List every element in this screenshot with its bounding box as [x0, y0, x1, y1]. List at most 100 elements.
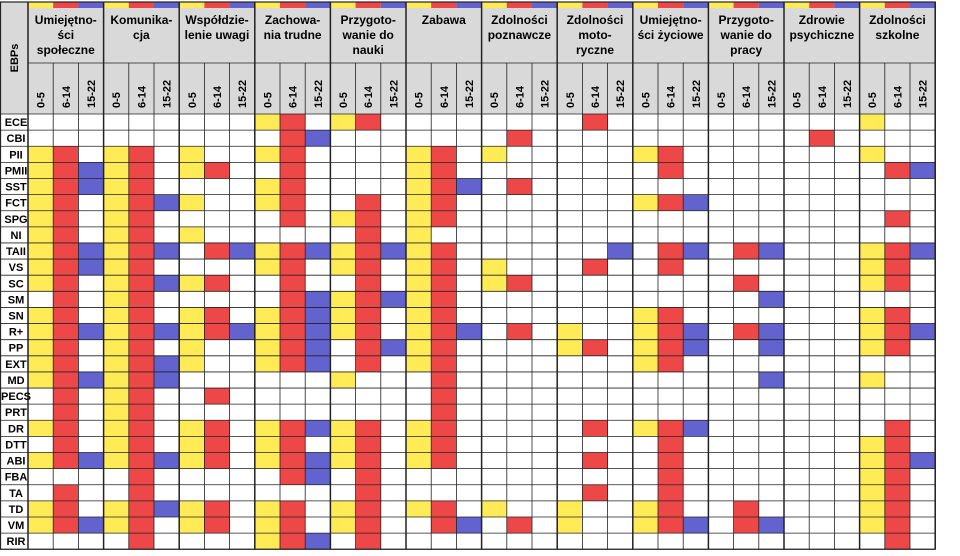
- heatmap-cell: [658, 242, 684, 260]
- heatmap-cell: [658, 436, 684, 453]
- heatmap-cell: [431, 259, 457, 276]
- age-tick-label: 0-5: [338, 92, 350, 108]
- category-label: Przygoto-: [719, 13, 774, 27]
- heatmap-cell: [53, 500, 79, 517]
- heatmap-cell: [431, 162, 457, 179]
- heatmap-cell: [128, 339, 154, 356]
- heatmap-cell: [28, 178, 54, 195]
- heatmap-cell: [607, 242, 633, 260]
- heatmap-cell: [280, 275, 306, 292]
- heatmap-cell: [330, 436, 356, 453]
- age-color-strip: [305, 2, 331, 8]
- age-color-strip: [229, 2, 255, 8]
- heatmap-cell: [280, 162, 306, 179]
- heatmap-cell: [733, 323, 759, 340]
- heatmap-cell: [103, 275, 129, 292]
- heatmap-cell: [103, 323, 129, 340]
- heatmap-cell: [859, 323, 885, 340]
- row-label: R+: [9, 327, 23, 339]
- heatmap-cell: [355, 355, 381, 372]
- heatmap-cell: [280, 130, 306, 147]
- age-tick-label: 15-22: [464, 80, 476, 108]
- heatmap-cell: [431, 388, 457, 405]
- heatmap-cell: [305, 307, 331, 324]
- heatmap-cell: [254, 533, 280, 550]
- category-label: Zdrowie: [799, 13, 845, 27]
- heatmap-cell: [859, 500, 885, 517]
- heatmap-cell: [758, 339, 784, 356]
- heatmap-cell: [53, 355, 79, 372]
- heatmap-cell: [884, 533, 910, 550]
- category-label: Zachowa-: [265, 13, 320, 27]
- heatmap-cell: [53, 484, 79, 501]
- heatmap-cell: [204, 500, 230, 517]
- heatmap-cell: [582, 452, 608, 469]
- heatmap-cell: [910, 452, 936, 469]
- category-label: lenie uwagi: [185, 28, 250, 42]
- age-color-strip: [78, 2, 104, 8]
- heatmap-cell: [355, 194, 381, 211]
- corner-label: EBPs: [9, 44, 21, 73]
- heatmap-cell: [884, 468, 910, 485]
- heatmap-cell: [128, 468, 154, 485]
- heatmap-cell: [355, 226, 381, 243]
- heatmap-cell: [53, 146, 79, 163]
- row-label: PRT: [5, 407, 27, 419]
- heatmap-cell: [330, 242, 356, 260]
- category-label: poznawcze: [488, 28, 552, 42]
- age-tick-label: 6-14: [892, 85, 904, 108]
- age-tick-label: 15-22: [766, 80, 778, 108]
- heatmap-cell: [28, 275, 54, 292]
- heatmap-cell: [229, 242, 255, 260]
- heatmap-cell: [355, 500, 381, 517]
- heatmap-cell: [582, 420, 608, 437]
- age-tick-label: 0-5: [111, 92, 123, 108]
- heatmap-cell: [103, 307, 129, 324]
- heatmap-cell: [28, 355, 54, 372]
- heatmap-cell: [78, 517, 104, 534]
- age-color-strip: [784, 2, 810, 8]
- heatmap-cell: [733, 517, 759, 534]
- heatmap-cell: [53, 178, 79, 195]
- age-tick-label: 0-5: [565, 92, 577, 108]
- heatmap-cell: [28, 500, 54, 517]
- heatmap-cell: [406, 323, 432, 340]
- heatmap-cell: [154, 194, 180, 211]
- heatmap-cell: [406, 162, 432, 179]
- row-label: DTT: [5, 439, 27, 451]
- row-label: FBA: [5, 472, 28, 484]
- age-tick-label: 0-5: [414, 92, 426, 108]
- age-tick-label: 6-14: [288, 85, 300, 108]
- heatmap-cell: [658, 355, 684, 372]
- heatmap-cell: [204, 162, 230, 179]
- heatmap-cell: [254, 517, 280, 534]
- heatmap-cell: [733, 500, 759, 517]
- heatmap-cell: [406, 178, 432, 195]
- heatmap-cell: [128, 210, 154, 227]
- heatmap-cell: [78, 178, 104, 195]
- heatmap-cell: [53, 291, 79, 308]
- age-color-strip: [154, 2, 180, 8]
- age-tick-label: 15-22: [540, 80, 552, 108]
- heatmap-cell: [103, 500, 129, 517]
- heatmap-cell: [53, 242, 79, 260]
- heatmap-cell: [280, 210, 306, 227]
- age-color-strip: [884, 2, 910, 8]
- heatmap-cell: [406, 420, 432, 437]
- row-label: SST: [5, 182, 27, 194]
- row-label: TD: [9, 504, 24, 516]
- heatmap-cell: [179, 307, 205, 324]
- heatmap-cell: [254, 146, 280, 163]
- heatmap-cell: [28, 420, 54, 437]
- heatmap-cell: [884, 452, 910, 469]
- age-color-strip: [632, 2, 658, 8]
- age-color-strip: [103, 2, 129, 8]
- heatmap-cell: [53, 194, 79, 211]
- heatmap-cell: [53, 420, 79, 437]
- heatmap-cell: [28, 323, 54, 340]
- age-tick-label: 15-22: [86, 80, 98, 108]
- heatmap-cell: [884, 307, 910, 324]
- heatmap-cell: [330, 291, 356, 308]
- age-color-strip: [683, 2, 709, 8]
- heatmap-cell: [280, 339, 306, 356]
